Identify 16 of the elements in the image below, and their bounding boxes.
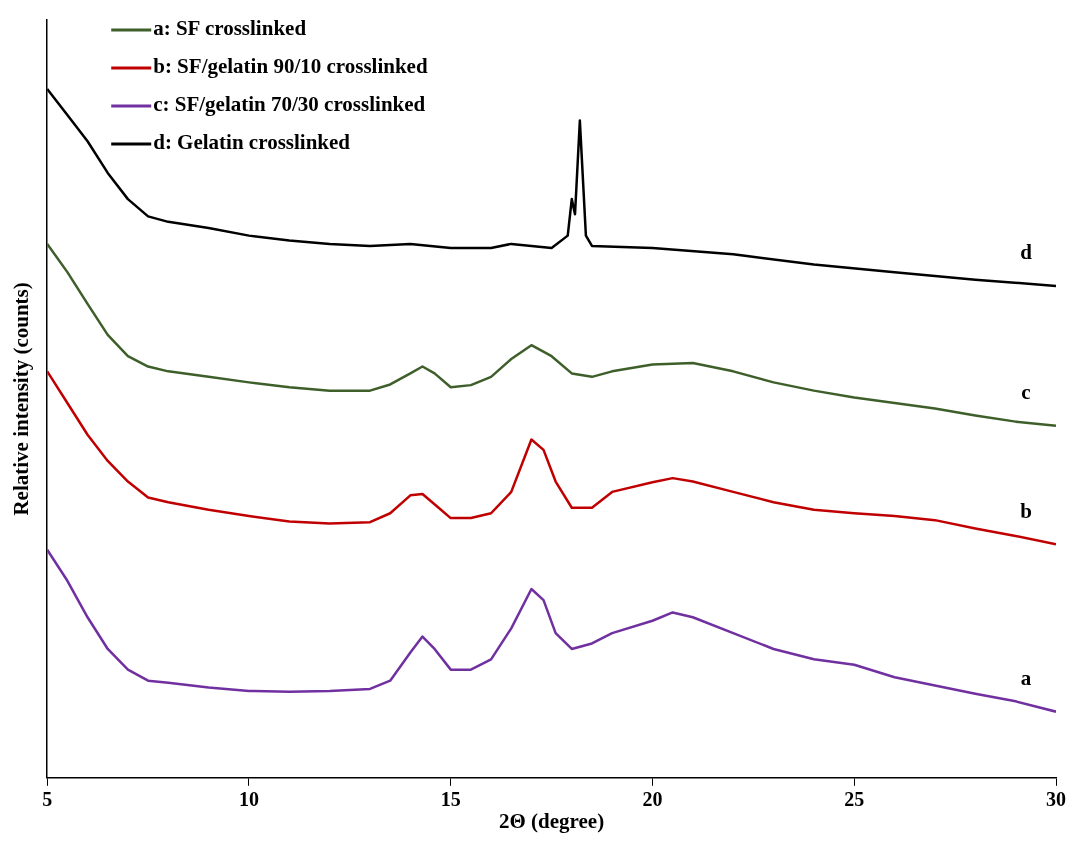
x-tick-label: 20 [642, 787, 663, 810]
y-axis-title: Relative intensity (counts) [9, 282, 34, 516]
legend-label: c: SF/gelatin 70/30 crosslinked [153, 92, 426, 117]
annotation: d [1020, 240, 1033, 265]
x-tick-label: 15 [440, 787, 461, 810]
legend-label: b: SF/gelatin 90/10 crosslinked [153, 54, 428, 79]
x-tick-label: 10 [238, 787, 259, 810]
x-tick-label: 25 [844, 787, 865, 810]
x-axis-title: 2Θ (degree) [499, 808, 605, 833]
annotation: c [1021, 380, 1031, 405]
legend-label: a: SF crosslinked [153, 16, 307, 41]
legend-label: d: Gelatin crosslinked [153, 130, 351, 155]
x-tick-label: 30 [1046, 787, 1066, 810]
annotation: a [1020, 666, 1032, 691]
x-tick-label: 5 [42, 787, 53, 810]
annotation: b [1020, 498, 1032, 523]
